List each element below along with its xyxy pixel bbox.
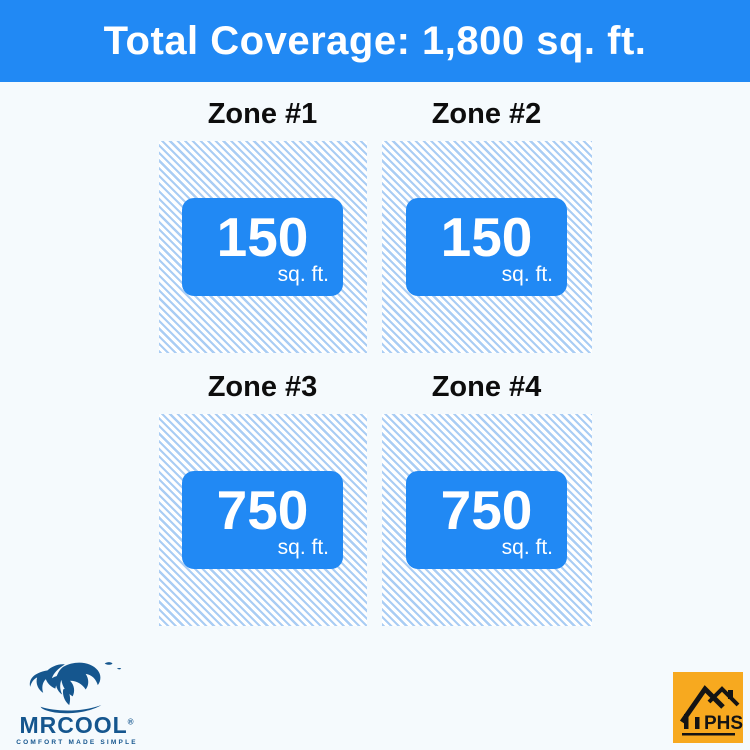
zone-4-coverage-area: 750 sq. ft.	[381, 414, 592, 626]
svg-text:PHS: PHS	[704, 713, 743, 734]
zone-4-title: Zone #4	[431, 371, 542, 403]
registered-trademark-icon: ®	[127, 717, 135, 727]
zone-card-2: Zone #2 150 sq. ft.	[381, 82, 592, 353]
zone-1-coverage-area: 150 sq. ft.	[158, 141, 367, 353]
phs-house-icon: PHS	[679, 685, 743, 736]
zone-4-coverage-unit: sq. ft.	[501, 535, 553, 559]
zone-card-3: Zone #3 750 sq. ft.	[158, 355, 367, 626]
zone-3-title: Zone #3	[207, 371, 318, 403]
zone-2-coverage-value: 150	[440, 205, 533, 268]
zone-1-title: Zone #1	[207, 98, 318, 130]
zone-card-4: Zone #4 750 sq. ft.	[381, 355, 592, 626]
zone-2-coverage-area: 150 sq. ft.	[381, 141, 592, 353]
mrcool-logo: MRCOOL® COMFORT MADE SIMPLE	[12, 658, 142, 746]
total-coverage-banner: Total Coverage: 1,800 sq. ft.	[0, 0, 750, 82]
zone-card-1: Zone #1 150 sq. ft.	[158, 82, 367, 353]
zone-1-coverage-unit: sq. ft.	[277, 262, 329, 286]
zone-3-coverage-area: 750 sq. ft.	[158, 414, 367, 626]
zone-2-title: Zone #2	[431, 98, 542, 130]
zone-2-coverage-unit: sq. ft.	[501, 262, 553, 286]
mrcool-wordmark: MRCOOL®	[19, 712, 135, 738]
zone-2-coverage-badge: 150 sq. ft.	[406, 198, 567, 296]
zone-1-coverage-value: 150	[216, 205, 309, 268]
total-coverage-title: Total Coverage: 1,800 sq. ft.	[103, 18, 647, 63]
zone-3-coverage-unit: sq. ft.	[277, 535, 329, 559]
zone-4-coverage-value: 750	[440, 478, 533, 541]
phs-logo: PHS	[673, 672, 743, 743]
zone-4-coverage-badge: 750 sq. ft.	[406, 471, 567, 569]
mrcool-tagline: COMFORT MADE SIMPLE	[16, 739, 138, 746]
zones-grid: Zone #1 150 sq. ft. Zone #2 150 sq. ft. …	[158, 82, 592, 626]
mrcool-bear-icon	[29, 662, 122, 714]
zone-3-coverage-value: 750	[216, 478, 309, 541]
zone-1-coverage-badge: 150 sq. ft.	[182, 198, 343, 296]
zone-3-coverage-badge: 750 sq. ft.	[182, 471, 343, 569]
